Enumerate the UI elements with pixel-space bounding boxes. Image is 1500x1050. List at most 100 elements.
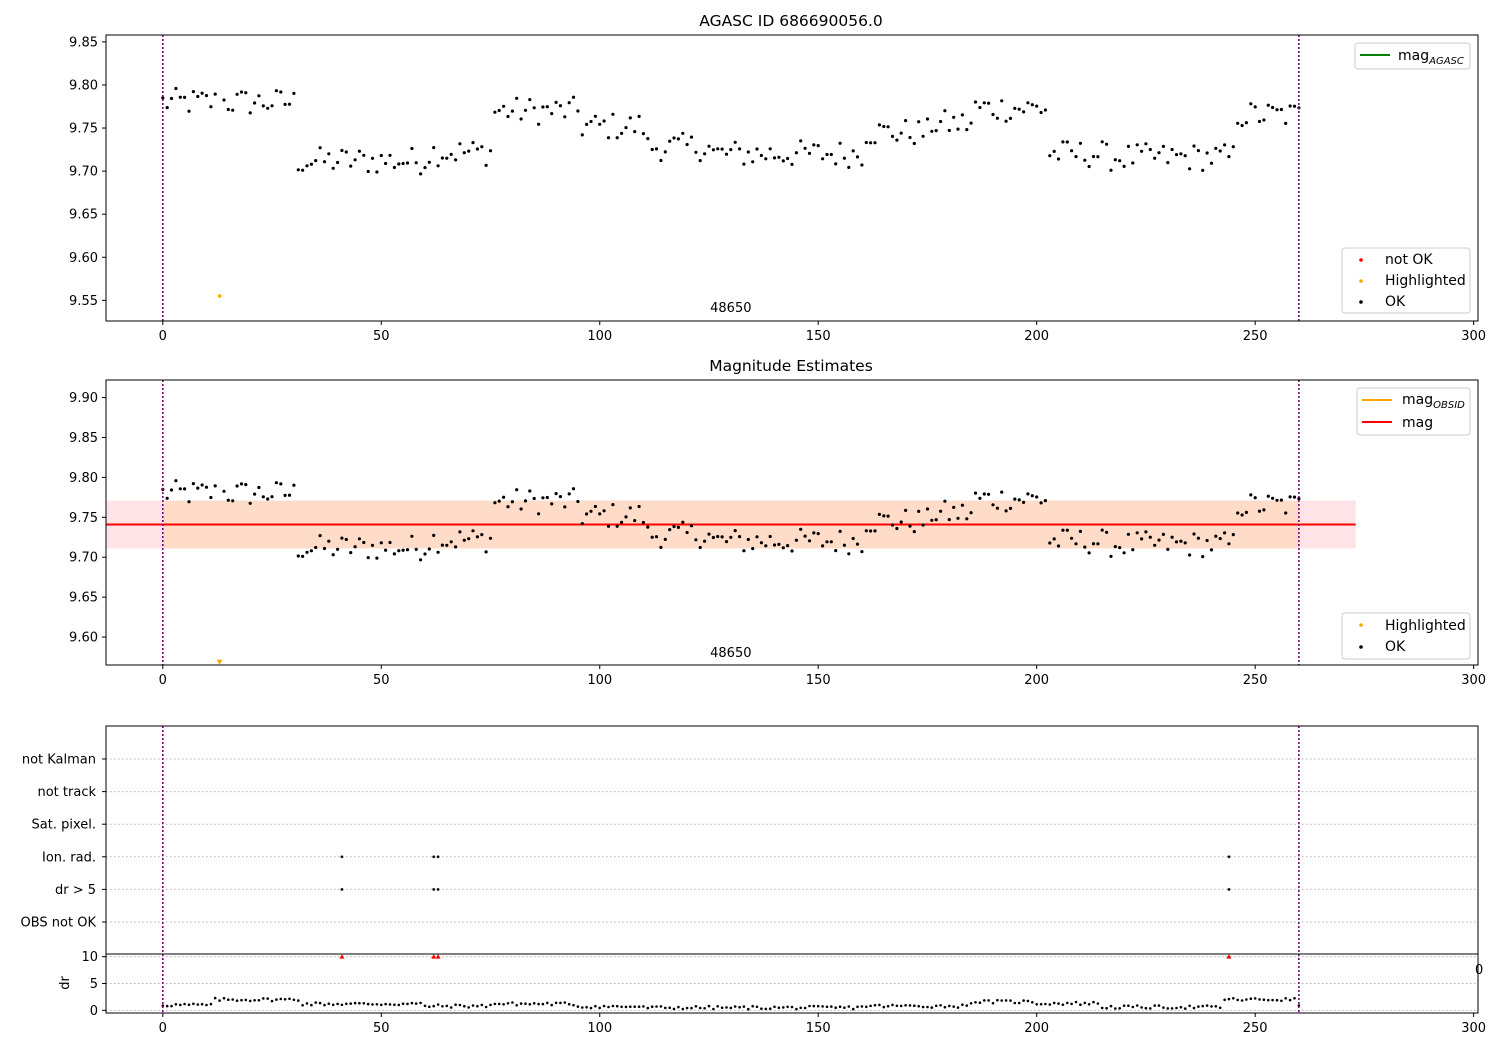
ok-point xyxy=(807,539,812,543)
ok-point xyxy=(698,159,702,163)
ok-point xyxy=(1135,531,1139,535)
dr-point xyxy=(375,1003,379,1006)
ok-point xyxy=(860,163,864,167)
ok-point xyxy=(336,160,340,165)
ok-point xyxy=(803,534,807,538)
ok-point xyxy=(388,540,392,545)
dr-point xyxy=(821,1005,824,1008)
ok-point xyxy=(1214,534,1218,538)
ok-point xyxy=(357,149,361,153)
dr-point xyxy=(1262,998,1266,1001)
ok-point xyxy=(331,553,335,557)
ok-point xyxy=(261,104,265,108)
ok-point xyxy=(628,506,632,510)
dr-point xyxy=(297,999,300,1002)
ok-point xyxy=(1052,537,1056,541)
x-tick-label: 300 xyxy=(1461,329,1486,344)
dr-points xyxy=(161,954,1301,1011)
ok-point xyxy=(545,105,549,109)
dr-point xyxy=(205,1003,208,1007)
highlighted-point xyxy=(217,294,222,298)
dr-point xyxy=(384,1002,387,1006)
dr-point xyxy=(1271,998,1274,1002)
ok-point xyxy=(654,535,659,539)
dr-point xyxy=(567,1002,571,1006)
ok-point xyxy=(1013,497,1017,501)
x-tick-label: 0 xyxy=(159,329,167,344)
dr-point xyxy=(860,1005,864,1008)
ok-point xyxy=(799,527,803,531)
dr-point xyxy=(948,1004,951,1008)
dr-point xyxy=(725,1006,728,1009)
dr-point xyxy=(432,1004,436,1008)
ok-point xyxy=(200,483,204,487)
ok-point xyxy=(231,499,235,503)
ok-point xyxy=(585,512,589,516)
flag-point xyxy=(436,855,440,859)
y-tick-label: 5 xyxy=(90,977,98,992)
ok-point xyxy=(834,162,838,166)
dr-point xyxy=(1288,998,1292,1002)
ok-point xyxy=(786,544,790,548)
ok-point xyxy=(825,540,829,544)
dr-point xyxy=(349,1002,353,1005)
ok-point xyxy=(471,529,475,533)
dr-point xyxy=(707,1004,711,1008)
ok-point xyxy=(1122,164,1126,168)
ok-point xyxy=(650,147,654,152)
ok-point xyxy=(1056,157,1061,161)
dr-point xyxy=(685,1006,689,1010)
ok-point xyxy=(620,520,624,524)
ok-point xyxy=(659,158,663,163)
ok-point xyxy=(711,535,716,540)
ok-point xyxy=(1284,121,1288,125)
ok-point xyxy=(1148,535,1152,539)
ok-point xyxy=(1140,149,1144,153)
ok-point xyxy=(397,162,401,166)
dr-point xyxy=(1258,998,1261,1001)
ok-point xyxy=(1161,144,1165,148)
ok-point xyxy=(982,492,986,496)
ok-point xyxy=(738,535,742,539)
dr-point xyxy=(270,999,274,1003)
ok-point xyxy=(751,547,755,551)
ok-point xyxy=(803,146,807,150)
ok-point xyxy=(1026,492,1030,496)
ok-point xyxy=(633,130,637,134)
dr-point xyxy=(1166,1007,1170,1010)
dr-point xyxy=(611,1004,615,1008)
ok-point xyxy=(1144,142,1148,146)
dr-point xyxy=(559,1001,562,1005)
ok-point xyxy=(493,110,497,114)
ok-point xyxy=(1201,168,1205,172)
dr-point xyxy=(969,1002,973,1005)
dr-point xyxy=(843,1006,846,1009)
dr-point xyxy=(1188,1004,1191,1008)
ok-point xyxy=(873,141,877,145)
x-tick-label: 150 xyxy=(806,673,831,688)
x-tick-label: 100 xyxy=(587,673,612,688)
ok-point xyxy=(759,541,764,545)
ok-point xyxy=(1179,152,1183,156)
ok-point xyxy=(226,107,230,112)
ok-point xyxy=(187,500,191,504)
dr-point xyxy=(594,1004,597,1008)
dr-point xyxy=(1232,997,1235,1000)
ok-point xyxy=(283,102,287,106)
ok-point xyxy=(239,482,244,486)
dr-point xyxy=(869,1004,872,1008)
dr-point xyxy=(550,1003,553,1007)
dr-point xyxy=(541,1002,545,1006)
x-tick-label: 200 xyxy=(1024,1021,1049,1036)
ok-point xyxy=(488,536,493,540)
ok-point xyxy=(751,160,755,164)
ok-point xyxy=(279,482,283,486)
ok-point xyxy=(305,550,309,554)
ok-point xyxy=(593,504,598,509)
ok-point xyxy=(659,545,663,550)
dr-point xyxy=(786,1005,789,1009)
ok-point xyxy=(646,525,650,529)
ok-point xyxy=(1000,490,1004,494)
dr-point xyxy=(939,1004,942,1007)
x-tick-label: 100 xyxy=(587,1021,612,1036)
